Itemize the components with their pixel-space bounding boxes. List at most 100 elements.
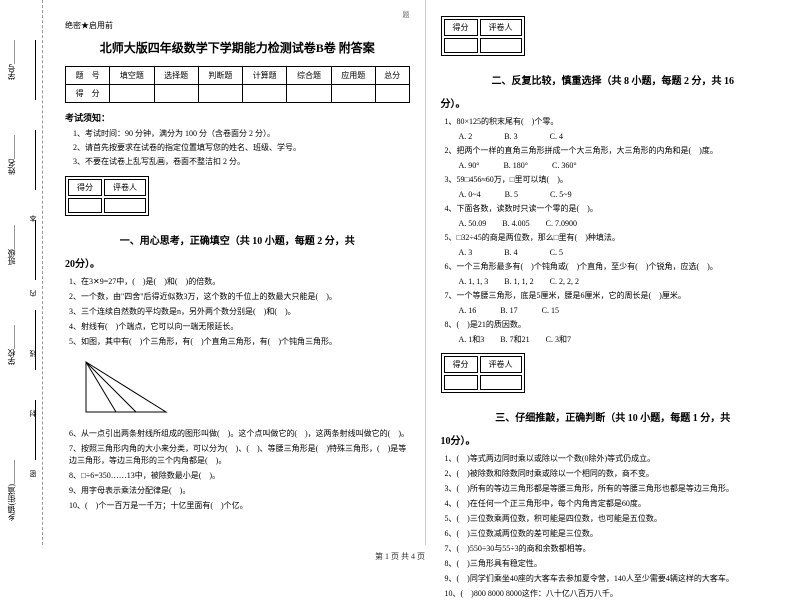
triangle-figure bbox=[81, 357, 171, 417]
options: A. 0~4 B. 5 C. 5~9 bbox=[441, 189, 786, 200]
question: 2、把两个一样的直角三角形拼成一个大三角形，大三角形的内角和是( )度。 bbox=[441, 145, 786, 157]
question: 1、在3✕9=27中，( )是( )和( )的倍数。 bbox=[65, 276, 410, 288]
question: 10、( )个一百万是一千万；十亿里面有( )个亿。 bbox=[65, 500, 410, 512]
th: 计算题 bbox=[243, 67, 287, 85]
page-footer: 第 1 页 共 4 页 bbox=[0, 551, 800, 562]
section-heading-1b: 20分）。 bbox=[65, 255, 410, 270]
options: A. 2 B. 3 C. 4 bbox=[441, 131, 786, 142]
scorer-cell: 得分 bbox=[444, 356, 478, 373]
td: 得 分 bbox=[66, 85, 110, 103]
question: 6、( )三位数减两位数的差可能是三位数。 bbox=[441, 528, 786, 540]
seal-mark: 密 bbox=[28, 470, 38, 477]
notice-heading: 考试须知： bbox=[65, 111, 410, 124]
td bbox=[198, 85, 242, 103]
section-heading-1: 一、用心思考，正确填空（共 10 小题，每题 2 分，共 bbox=[65, 232, 410, 247]
scorer-cell bbox=[480, 38, 522, 53]
options: A. 1, 1, 3 B. 1, 1, 2 C. 2, 2, 2 bbox=[441, 276, 786, 287]
question: 9、( )同学们乘坐40座的大客车去参加夏令营，140人至少需要4辆这样的大客车… bbox=[441, 573, 786, 585]
seal-mark: 线 bbox=[28, 350, 38, 357]
th: 总分 bbox=[375, 67, 409, 85]
seal-mark: 封 bbox=[28, 410, 38, 417]
scorer-cell: 评卷人 bbox=[104, 179, 146, 196]
left-column: 题 绝密★启用前 北师大版四年级数学下学期能力检测试卷B卷 附答案 题 号 填空… bbox=[50, 0, 426, 545]
td bbox=[287, 85, 331, 103]
options: A. 90° B. 180° C. 360° bbox=[441, 160, 786, 171]
score-table: 题 号 填空题 选择题 判断题 计算题 综合题 应用题 总分 得 分 bbox=[65, 66, 410, 103]
scorer-box: 得分评卷人 bbox=[65, 176, 149, 216]
question: 3、59□456≈60万，□里可以填( )。 bbox=[441, 174, 786, 186]
td bbox=[154, 85, 198, 103]
question: 6、一个三角形最多有( )个钝角或( )个直角，至少有( )个锐角，应选( )。 bbox=[441, 261, 786, 273]
secret-label: 绝密★启用前 bbox=[65, 20, 410, 31]
fold-line bbox=[42, 0, 43, 545]
scorer-cell: 得分 bbox=[444, 19, 478, 36]
question: 2、一个数，由"四舍"后得近似数3万，这个数的千位上的数最大只能是( )。 bbox=[65, 291, 410, 303]
options: A. 3 B. 4 C. 5 bbox=[441, 247, 786, 258]
scorer-box: 得分评卷人 bbox=[441, 16, 525, 56]
margin-line bbox=[35, 400, 36, 460]
seal-mark: 内 bbox=[28, 290, 38, 297]
margin-line bbox=[35, 220, 36, 280]
scorer-box: 得分评卷人 bbox=[441, 353, 525, 393]
scorer-cell bbox=[444, 375, 478, 390]
th: 选择题 bbox=[154, 67, 198, 85]
question: 5、如图，其中有( )个三角形，有( )个直角三角形，有( )个钝角三角形。 bbox=[65, 336, 410, 348]
binding-margin: 学号______ 姓名______ 班级______ 学校______ 乡镇(街… bbox=[0, 0, 50, 545]
question: 6、从一点引出两条射线所组成的图形叫做( )。这个点叫做它的( )，这两条射线叫… bbox=[65, 428, 410, 440]
margin-label-name: 姓名______ bbox=[6, 135, 17, 175]
question: 10、( )800 8000 8000这作：八十亿八百万八千。 bbox=[441, 588, 786, 600]
section-heading-2: 二、反复比较，慎重选择（共 8 小题，每题 2 分，共 16 bbox=[441, 72, 786, 87]
question: 8、□÷6=350……13中，被除数最小是( )。 bbox=[65, 470, 410, 482]
corner-mark: 题 bbox=[65, 10, 410, 20]
question: 1、80×125的积末尾有( )个零。 bbox=[441, 116, 786, 128]
margin-label-school: 学校______ bbox=[6, 325, 17, 365]
options: A. 50.09 B. 4.005 C. 7.0900 bbox=[441, 218, 786, 229]
seal-mark: 本 bbox=[28, 215, 38, 222]
question: 2、( )被除数和除数同时乘或除以一个相同的数，商不变。 bbox=[441, 468, 786, 480]
scorer-cell: 评卷人 bbox=[480, 19, 522, 36]
td bbox=[331, 85, 375, 103]
th: 填空题 bbox=[110, 67, 154, 85]
notice-item: 2、请首先按要求在试卷的指定位置填写您的姓名、班级、学号。 bbox=[65, 142, 410, 153]
options: A. 1和3 B. 7和21 C. 3和7 bbox=[441, 334, 786, 345]
scorer-cell bbox=[480, 375, 522, 390]
question: 9、用字母表示乘法分配律是( )。 bbox=[65, 485, 410, 497]
table-row: 题 号 填空题 选择题 判断题 计算题 综合题 应用题 总分 bbox=[66, 67, 410, 85]
right-column: 得分评卷人 二、反复比较，慎重选择（共 8 小题，每题 2 分，共 16 分）。… bbox=[426, 0, 800, 545]
margin-label-town: 乡镇(街道)______ bbox=[6, 460, 17, 521]
question: 5、□32÷45的商是两位数，那么□里有( )种填法。 bbox=[441, 232, 786, 244]
td bbox=[110, 85, 154, 103]
scorer-cell bbox=[68, 198, 102, 213]
section-heading-3b: 10分）。 bbox=[441, 432, 786, 447]
margin-label-class: 班级______ bbox=[6, 225, 17, 265]
notice-item: 3、不要在试卷上乱写乱画，卷面不整洁扣 2 分。 bbox=[65, 156, 410, 167]
options: A. 16 B. 17 C. 15 bbox=[441, 305, 786, 316]
question: 8、( )是21的质因数。 bbox=[441, 319, 786, 331]
td bbox=[243, 85, 287, 103]
scorer-cell: 得分 bbox=[68, 179, 102, 196]
question: 1、( )等式两边同时乘以或除以一个数(0除外)等式仍成立。 bbox=[441, 453, 786, 465]
scorer-cell bbox=[444, 38, 478, 53]
th: 题 号 bbox=[66, 67, 110, 85]
td bbox=[375, 85, 409, 103]
margin-line bbox=[35, 310, 36, 370]
question: 4、射线有( )个端点，它可以向一端无限延长。 bbox=[65, 321, 410, 333]
scorer-cell bbox=[104, 198, 146, 213]
question: 5、( )三位数乘两位数，积可能是四位数，也可能是五位数。 bbox=[441, 513, 786, 525]
section-heading-3: 三、仔细推敲，正确判断（共 10 小题，每题 1 分，共 bbox=[441, 409, 786, 424]
scorer-cell: 评卷人 bbox=[480, 356, 522, 373]
question: 4、下面各数，读数时只读一个零的是( )。 bbox=[441, 203, 786, 215]
section-heading-2b: 分）。 bbox=[441, 95, 786, 110]
th: 应用题 bbox=[331, 67, 375, 85]
exam-title: 北师大版四年级数学下学期能力检测试卷B卷 附答案 bbox=[65, 39, 410, 56]
question: 7、按照三角形内角的大小来分类，可以分为( )、( )、等腰三角形是( )特殊三… bbox=[65, 443, 410, 467]
margin-line bbox=[35, 40, 36, 100]
question: 3、( )所有的等边三角形都是等腰三角形，所有的等腰三角形也都是等边三角形。 bbox=[441, 483, 786, 495]
notice-item: 1、考试时间：90 分钟，满分为 100 分（含卷面分 2 分）。 bbox=[65, 128, 410, 139]
question: 7、一个等腰三角形，底是5厘米，腰是6厘米，它的周长是( )厘米。 bbox=[441, 290, 786, 302]
th: 判断题 bbox=[198, 67, 242, 85]
question: 3、三个连续自然数的平均数是n，另外两个数分别是( )和( )。 bbox=[65, 306, 410, 318]
margin-label-id: 学号______ bbox=[6, 40, 17, 80]
question: 4、( )在任何一个正三角形中，每个内角肯定都是60度。 bbox=[441, 498, 786, 510]
table-row: 得 分 bbox=[66, 85, 410, 103]
